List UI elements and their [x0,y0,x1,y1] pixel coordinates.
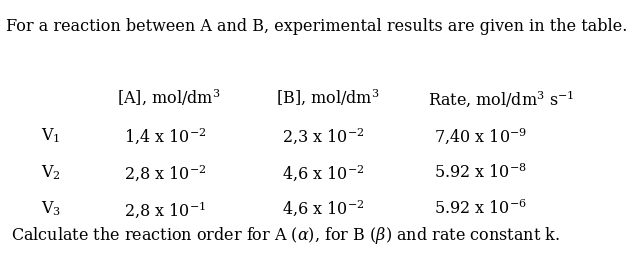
Text: V$_1$: V$_1$ [41,127,61,145]
Text: [B], mol/dm$^3$: [B], mol/dm$^3$ [276,88,379,109]
Text: 5.92 x 10$^{-6}$: 5.92 x 10$^{-6}$ [434,199,527,218]
Text: [A], mol/dm$^3$: [A], mol/dm$^3$ [117,88,221,109]
Text: 4,6 x 10$^{-2}$: 4,6 x 10$^{-2}$ [282,199,365,219]
Text: Rate, mol/dm$^3$ s$^{-1}$: Rate, mol/dm$^3$ s$^{-1}$ [428,88,574,109]
Text: 2,3 x 10$^{-2}$: 2,3 x 10$^{-2}$ [282,127,365,147]
Text: 4,6 x 10$^{-2}$: 4,6 x 10$^{-2}$ [282,164,365,184]
Text: 2,8 x 10$^{-2}$: 2,8 x 10$^{-2}$ [124,164,206,184]
Text: For a reaction between A and B, experimental results are given in the table.: For a reaction between A and B, experime… [6,18,628,35]
Text: 2,8 x 10$^{-1}$: 2,8 x 10$^{-1}$ [124,199,206,220]
Text: Calculate the reaction order for A ($\alpha$), for B ($\beta$) and rate constant: Calculate the reaction order for A ($\al… [11,224,560,246]
Text: 1,4 x 10$^{-2}$: 1,4 x 10$^{-2}$ [124,127,206,147]
Text: V$_2$: V$_2$ [41,164,61,182]
Text: 7,40 x 10$^{-9}$: 7,40 x 10$^{-9}$ [434,127,527,147]
Text: 5.92 x 10$^{-8}$: 5.92 x 10$^{-8}$ [434,164,527,182]
Text: V$_3$: V$_3$ [41,199,61,218]
